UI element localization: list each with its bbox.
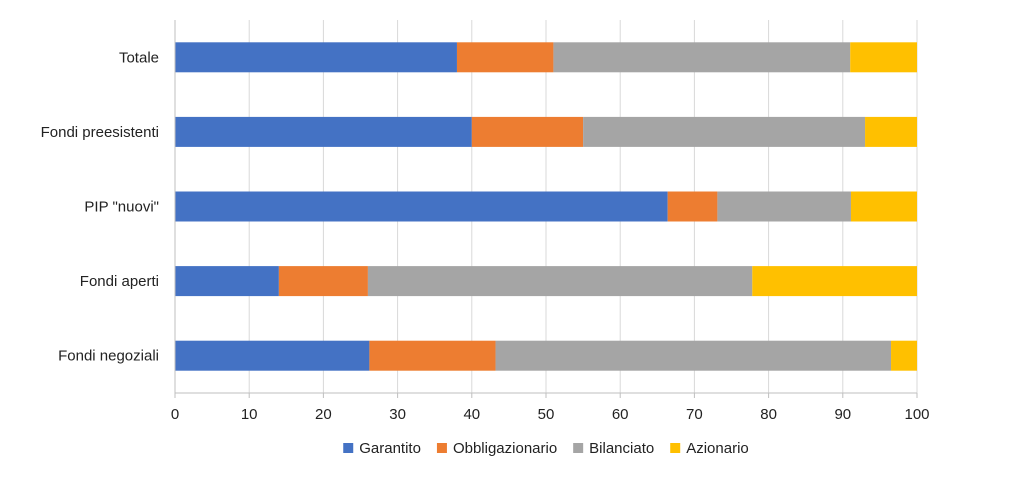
category-label-2: PIP "nuovi" (84, 199, 159, 216)
legend-swatch-garantito (343, 443, 354, 453)
x-tick-label-60: 60 (612, 406, 629, 423)
bar-azionario-0 (891, 340, 917, 371)
bar-garantito-0 (175, 340, 370, 371)
bar-azionario-2 (850, 191, 917, 222)
legend-label-garantito: Garantito (359, 440, 421, 457)
x-tick-label-100: 100 (904, 406, 929, 423)
x-tick-label-40: 40 (463, 406, 480, 423)
bar-obbligazionario-4 (456, 42, 554, 73)
legend-item-azionario: Azionario (670, 440, 749, 457)
bar-azionario-4 (850, 42, 917, 73)
bar-garantito-1 (175, 266, 279, 297)
bar-azionario-3 (865, 116, 917, 147)
category-label-1: Fondi aperti (80, 273, 159, 290)
bar-bilanciato-3 (583, 116, 866, 147)
bar-obbligazionario-0 (369, 340, 496, 371)
x-tick-label-90: 90 (834, 406, 851, 423)
category-label-4: Totale (119, 49, 159, 66)
category-labels: Fondi negoziali Fondi aperti PIP "nuovi" Fo… (41, 49, 159, 364)
bar-obbligazionario-1 (278, 266, 368, 297)
category-label-3: Fondi preesistenti (41, 124, 159, 141)
x-tick-label-50: 50 (538, 406, 555, 423)
bar-garantito-2 (175, 191, 668, 222)
bar-bilanciato-4 (553, 42, 851, 73)
x-tick-label-30: 30 (389, 406, 406, 423)
category-label-0: Fondi negoziali (58, 348, 159, 365)
bars (175, 42, 917, 371)
x-tick-labels: 0 10 20 30 40 50 60 70 80 90 100 (171, 406, 930, 423)
legend-item-garantito: Garantito (343, 440, 421, 457)
legend-label-azionario: Azionario (686, 440, 749, 457)
x-tick-label-0: 0 (171, 406, 179, 423)
axes (174, 20, 918, 398)
x-tick-label-10: 10 (241, 406, 258, 423)
legend-label-bilanciato: Bilanciato (589, 440, 654, 457)
bar-obbligazionario-3 (471, 116, 584, 147)
bar-garantito-4 (175, 42, 457, 73)
bar-bilanciato-2 (717, 191, 851, 222)
x-tick-label-20: 20 (315, 406, 332, 423)
bar-obbligazionario-2 (667, 191, 718, 222)
legend-item-bilanciato: Bilanciato (573, 440, 654, 457)
legend-swatch-azionario (670, 443, 681, 453)
legend-swatch-bilanciato (573, 443, 584, 453)
bar-garantito-3 (175, 116, 472, 147)
x-tick-label-70: 70 (686, 406, 703, 423)
legend: Garantito Obbligazionario Bilanciato Aziona… (343, 440, 749, 457)
bar-bilanciato-1 (367, 266, 753, 297)
x-tick-label-80: 80 (760, 406, 777, 423)
bar-bilanciato-0 (495, 340, 892, 371)
bar-azionario-1 (752, 266, 917, 297)
legend-label-obbligazionario: Obbligazionario (453, 440, 557, 457)
legend-item-obbligazionario: Obbligazionario (436, 440, 557, 457)
legend-swatch-obbligazionario (436, 443, 447, 453)
